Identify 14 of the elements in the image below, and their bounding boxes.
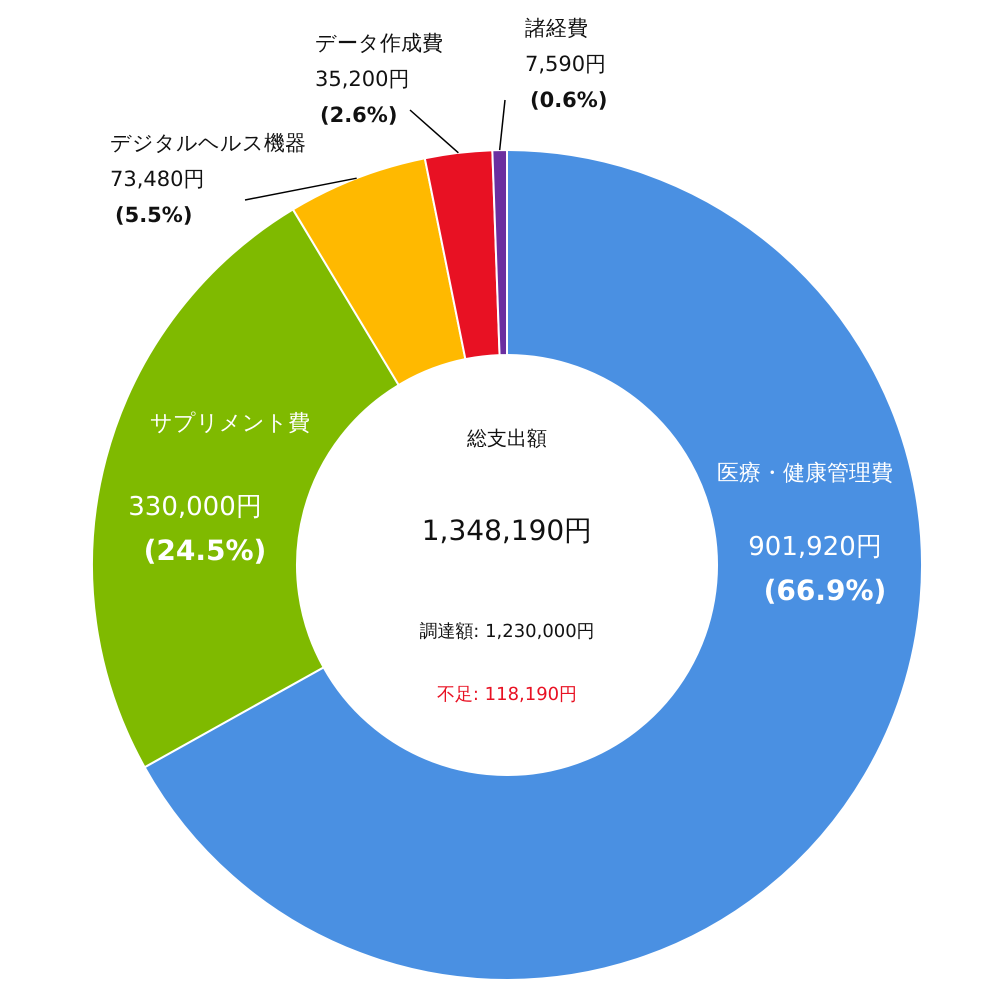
data-label: 901,920円 (66.9%)	[748, 532, 886, 607]
data-label: 330,000円 (24.5%)	[128, 492, 266, 567]
slice-label: データ作成費	[315, 31, 443, 55]
data-label: 35,200円 (2.6%)	[315, 67, 410, 127]
slice-label: サプリメント費	[150, 411, 310, 436]
data-label: 7,590円 (0.6%)	[525, 52, 608, 112]
text: 調達額: 1,230,000円	[419, 621, 595, 642]
slice-label: 医療・健康管理費	[717, 461, 893, 486]
data-label: 73,480円 (5.5%)	[110, 167, 204, 227]
text: 不足: 118,190円	[436, 684, 578, 705]
text: 総支出額	[466, 426, 547, 450]
text: 1,348,190円	[422, 514, 592, 547]
slice-label: デジタルヘルス機器	[110, 131, 306, 155]
slice-label: 諸経費	[525, 16, 588, 40]
